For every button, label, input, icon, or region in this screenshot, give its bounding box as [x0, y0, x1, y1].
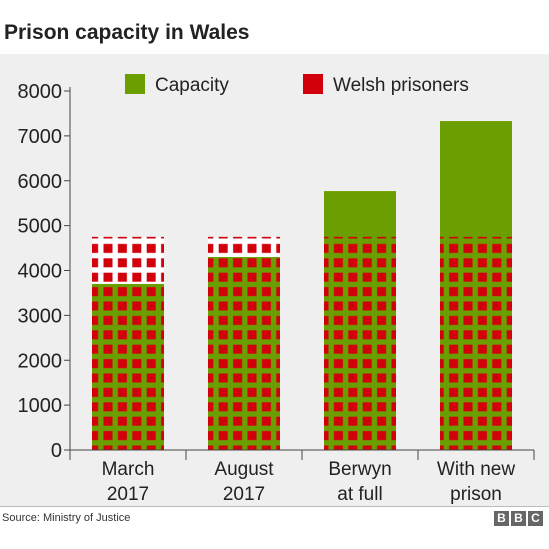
y-tick-label: 4000: [18, 261, 63, 283]
bar-chart: Capacity Welsh prisoners 0 1000 2000 3000 400…: [18, 74, 535, 505]
legend-label: Capacity: [155, 75, 229, 96]
y-tick-label: 5000: [18, 216, 63, 238]
x-tick-label: With new: [437, 459, 515, 480]
x-tick-label: at full: [337, 484, 382, 505]
legend-label: Welsh prisoners: [333, 75, 469, 96]
y-tick-label: 1000: [18, 395, 63, 417]
prisoners-bar: [324, 236, 396, 450]
x-tick-label: prison: [450, 484, 502, 505]
chart-title: Prison capacity in Wales: [4, 21, 250, 44]
prisoners-over-capacity: [208, 236, 280, 258]
bars: [92, 121, 512, 451]
x-tick-label: 2017: [223, 484, 265, 505]
prisoners-over-capacity: [92, 236, 164, 284]
y-axis: 0 1000 2000 3000 4000 5000 6000 7000 8000: [18, 81, 71, 462]
prisoners-within-capacity: [208, 257, 280, 450]
source-note: Source: Ministry of Justice: [2, 512, 131, 524]
y-tick-label: 7000: [18, 126, 63, 148]
bbc-logo: B B C: [494, 511, 543, 526]
prisoners-within-capacity: [92, 283, 164, 450]
x-tick-label: March: [102, 459, 155, 480]
y-tick-label: 6000: [18, 171, 63, 193]
y-tick-label: 2000: [18, 350, 63, 372]
y-tick-label: 8000: [18, 81, 63, 103]
y-tick-label: 0: [51, 440, 62, 462]
legend: Capacity Welsh prisoners: [125, 74, 469, 96]
x-tick-label: Berwyn: [328, 459, 391, 480]
bbc-logo-letter-3: C: [528, 511, 543, 526]
legend-swatch-prisoners: [303, 74, 323, 94]
legend-swatch-capacity: [125, 74, 145, 94]
prisoners-bar: [440, 236, 512, 450]
bbc-logo-letter-2: B: [511, 511, 526, 526]
x-tick-label: 2017: [107, 484, 149, 505]
x-axis: March 2017 August 2017 Berwyn at full With new…: [69, 449, 535, 505]
x-tick-label: August: [214, 459, 274, 480]
bbc-logo-letter-1: B: [494, 511, 509, 526]
y-tick-label: 3000: [18, 305, 63, 327]
footer-divider: [0, 506, 549, 507]
